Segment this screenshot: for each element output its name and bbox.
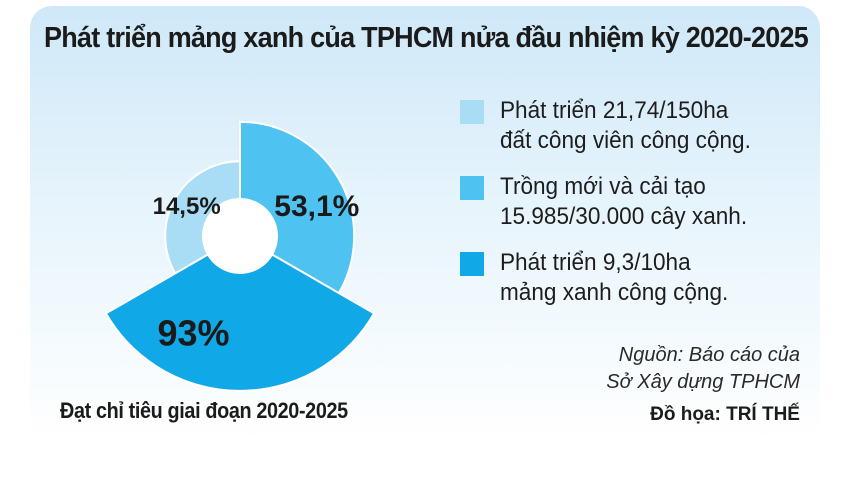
donut-hole (203, 199, 277, 273)
donut-slice-green-space (104, 253, 376, 392)
legend-label-trees: Trồng mới và cải tạo 15.985/30.000 cây x… (500, 173, 748, 230)
source-note: Nguồn: Báo cáo của Sở Xây dựng TPHCM (606, 344, 800, 393)
legend-swatch-trees (460, 176, 484, 200)
slice-label-green-space: 93% (157, 312, 229, 353)
legend-item-green-space: Phát triển 9,3/10ha mảng xanh công cộng. (460, 248, 820, 324)
legend-item-parks: Phát triển 21,74/150ha đất công viên côn… (460, 96, 820, 172)
legend-swatch-parks (460, 100, 484, 124)
legend-label-green-space: Phát triển 9,3/10ha mảng xanh công cộng. (500, 249, 729, 306)
legend-label-parks: Phát triển 21,74/150ha đất công viên côn… (500, 97, 751, 154)
chart-subtitle: Đạt chỉ tiêu giai đoạn 2020-2025 (60, 398, 348, 423)
slice-label-trees: 53,1% (274, 190, 359, 223)
infographic-card (30, 6, 820, 444)
graphic-credit: Đồ họa: TRÍ THẾ (650, 404, 800, 425)
legend-item-trees: Trồng mới và cải tạo 15.985/30.000 cây x… (460, 172, 820, 248)
slice-label-parks: 14,5% (153, 193, 221, 220)
legend-swatch-green-space (460, 252, 484, 276)
chart-title: Phát triển mảng xanh của TPHCM nửa đầu n… (44, 22, 809, 54)
legend: Phát triển 21,74/150ha đất công viên côn… (460, 96, 820, 324)
